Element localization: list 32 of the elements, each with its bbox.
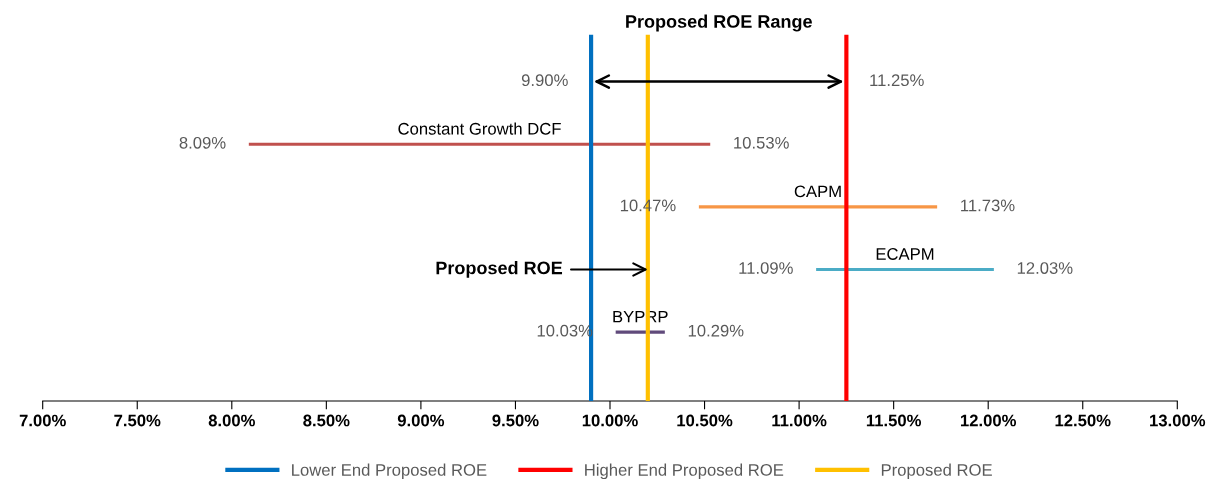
- bar: [816, 267, 994, 272]
- text: Proposed ROE: [881, 463, 992, 480]
- x-tick-label: 12.50%: [1055, 414, 1111, 427]
- legend-label: Higher End Proposed ROE: [585, 463, 784, 480]
- bar: [698, 205, 938, 209]
- y-tick-label: ECAPM: [876, 248, 934, 260]
- x-tick-label: 10.00%: [582, 414, 638, 427]
- annotation: 10.29%: [688, 324, 744, 337]
- x-tick-label: 9.50%: [492, 414, 539, 427]
- x-tick-label: 7.50%: [114, 414, 161, 427]
- annotation: 8.09%: [179, 136, 226, 149]
- x-tick-label: 8.00%: [208, 414, 255, 427]
- annotation: 11.09%: [739, 262, 793, 274]
- x-tick-label: 11.00%: [772, 414, 827, 427]
- annotation: 11.25%: [870, 74, 924, 87]
- y-tick-label: CAPM: [794, 185, 841, 198]
- x-tick-label: 13.00%: [1150, 414, 1206, 427]
- x-tick-label: 9.00%: [397, 414, 445, 427]
- annotation: 12.03%: [1017, 262, 1073, 274]
- ref-line-label: Proposed ROE: [436, 261, 563, 278]
- annotation: 11.73%: [961, 199, 1015, 212]
- x-tick-label: 8.50%: [303, 414, 350, 427]
- x-tick-label: 10.50%: [677, 414, 733, 427]
- annotation: 9.90%: [521, 74, 568, 87]
- chart-title: Proposed ROE Range: [626, 14, 812, 32]
- annotation: 10.53%: [734, 136, 789, 149]
- legend-label: Lower End Proposed ROE: [292, 463, 487, 480]
- y-tick-label: Constant Growth DCF: [398, 122, 561, 135]
- x-tick-label: 7.00%: [19, 414, 66, 427]
- bar: [248, 142, 711, 146]
- x-tick-label: 11.50%: [866, 414, 922, 427]
- x-tick-label: 12.00%: [960, 414, 1017, 427]
